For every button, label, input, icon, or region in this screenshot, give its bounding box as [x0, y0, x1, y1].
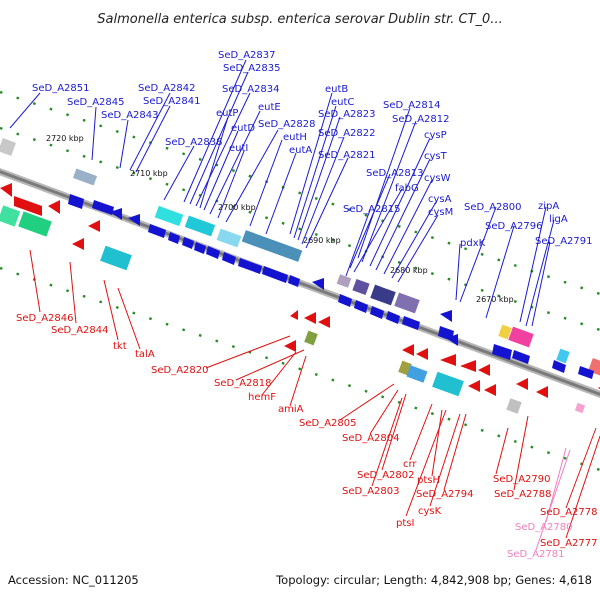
gene-label: SeD_A2837 — [218, 50, 276, 61]
gene-label: SeD_A2804 — [342, 433, 400, 444]
gene-label: cysT — [424, 151, 448, 162]
gene-label: eutE — [258, 102, 281, 113]
gene-label: SeD_A2777 — [540, 538, 598, 549]
gene-label: SeD_A2843 — [101, 110, 159, 121]
gene-label: SeD_A2844 — [51, 325, 109, 336]
gene-label: SeD_A2841 — [143, 96, 201, 107]
kbp-label: 2700 kbp — [218, 203, 256, 212]
gene-label: SeD_A2778 — [540, 507, 598, 518]
gene-label: SeD_A2814 — [383, 100, 441, 111]
gene-label: amiA — [278, 404, 304, 415]
gene-label: eutD — [231, 123, 255, 134]
forward-gene-labels: SeD_A2851 SeD_A2845 SeD_A2843 SeD_A2842 … — [32, 50, 593, 249]
gene-label: cysW — [424, 173, 451, 184]
gene-label: SeD_A2788 — [494, 489, 552, 500]
reverse-gene-labels: SeD_A2846 SeD_A2844 tkt talA SeD_A2820 S… — [16, 313, 598, 549]
gene-label: ligA — [549, 214, 568, 225]
gene-label: fabG — [395, 183, 419, 194]
accession-label: Accession: NC_011205 — [8, 573, 139, 587]
gene-label: SeD_A2790 — [493, 474, 551, 485]
gene-label: crr — [403, 459, 417, 470]
gene-label: pdxK — [460, 238, 486, 249]
gene-label: SeD_A2842 — [138, 83, 196, 94]
gene-label: SeD_A2845 — [67, 97, 125, 108]
gene-label: SeD_A2805 — [299, 418, 357, 429]
gene-label: SeD_A2834 — [222, 84, 280, 95]
gene-label: zipA — [538, 201, 559, 212]
gene-label: ptsI — [396, 518, 414, 529]
gene-label: SeD_A2822 — [318, 128, 376, 139]
gene-label: SeD_A2791 — [535, 236, 593, 247]
gene-label: eutH — [283, 132, 307, 143]
kbp-label: 2720 kbp — [46, 134, 84, 143]
gene-label: cysM — [428, 207, 453, 218]
gene-label: SeD_A2800 — [464, 202, 522, 213]
gene-label: eutB — [325, 84, 348, 95]
forward-strand-arrows — [68, 194, 594, 379]
gene-label: SeD_A2802 — [357, 470, 415, 481]
gene-label: cysA — [428, 194, 452, 205]
gene-label: SeD_A2813 — [366, 168, 424, 179]
gene-label: tkt — [113, 341, 127, 352]
genome-summary: Topology: circular; Length: 4,842,908 bp… — [276, 573, 592, 587]
gene-label: SeD_A2781 — [507, 549, 565, 560]
tick-tracks — [0, 90, 600, 472]
kbp-label: 2690 kbp — [303, 236, 341, 245]
gene-label: SeD_A2828 — [258, 119, 316, 130]
gene-label: SeD_A2780 — [515, 522, 573, 533]
gene-label: ptsH — [417, 475, 440, 486]
gene-label: eutA — [289, 145, 312, 156]
gene-label: SeD_A2846 — [16, 313, 74, 324]
gene-label: SeD_A2803 — [342, 486, 400, 497]
kbp-label: 2680 kbp — [390, 266, 428, 275]
kbp-scale: 2720 kbp 2710 kbp 2700 kbp 2690 kbp 2680… — [46, 134, 514, 304]
gene-label: eutP — [216, 108, 238, 119]
map-title: Salmonella enterica subsp. enterica sero… — [97, 12, 502, 27]
kbp-label: 2670 kbp — [476, 295, 514, 304]
gene-label: talA — [135, 349, 155, 360]
reverse-leader-lines — [29, 249, 600, 539]
forward-leader-lines — [9, 59, 555, 327]
feature-blocks — [0, 138, 600, 414]
gene-label: eutC — [331, 97, 354, 108]
gene-label: SeD_A2794 — [416, 489, 474, 500]
reverse-strand-arrows — [0, 183, 600, 398]
gene-label: SeD_A2812 — [392, 114, 450, 125]
gene-label: hemF — [248, 392, 276, 403]
gene-label: SeD_A2835 — [223, 63, 281, 74]
gene-label: SeD_A2820 — [151, 365, 209, 376]
gene-label: SeD_A2838 — [165, 137, 223, 148]
kbp-label: 2710 kbp — [130, 169, 168, 178]
rna-gene-labels: SeD_A2780 SeD_A2781 — [507, 522, 573, 560]
gene-label: SeD_A2818 — [214, 378, 272, 389]
gene-label: cysP — [424, 130, 447, 141]
gene-label: eutI — [229, 143, 248, 154]
gene-label: SeD_A2821 — [318, 150, 376, 161]
gene-label: SeD_A2851 — [32, 83, 90, 94]
rna-leader-lines — [535, 447, 571, 551]
gene-label: SeD_A2823 — [318, 109, 376, 120]
gene-label: SeD_A2815 — [343, 204, 401, 215]
gene-label: cysK — [418, 506, 442, 517]
gene-label: SeD_A2796 — [485, 221, 543, 232]
